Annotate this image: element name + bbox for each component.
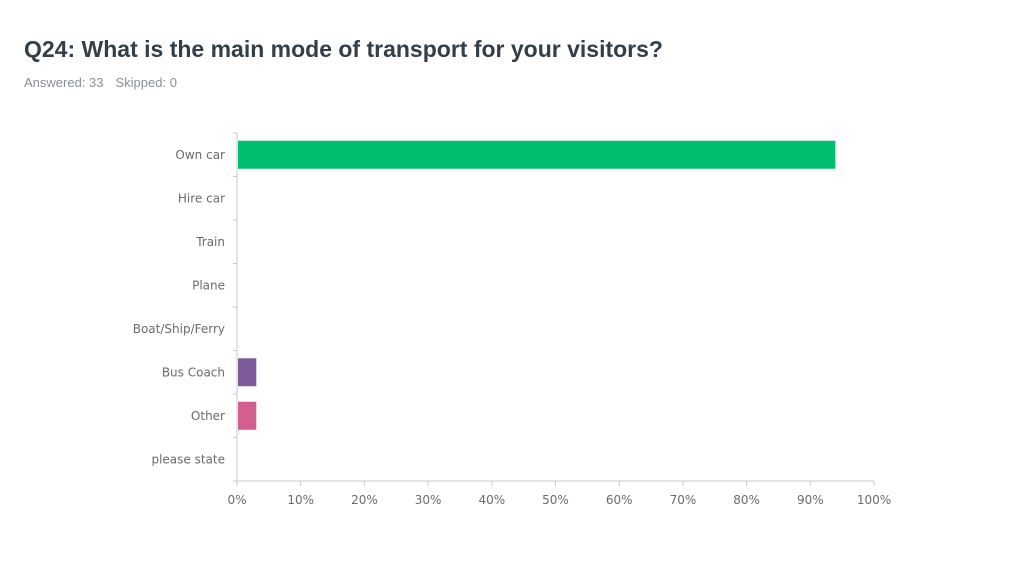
x-tick-label: 20%: [351, 493, 378, 507]
category-label: Hire car: [178, 191, 225, 205]
category-label: Own car: [175, 148, 225, 162]
skipped-count: Skipped: 0: [115, 75, 177, 90]
x-tick-label: 100%: [857, 493, 891, 507]
category-label: Plane: [192, 278, 225, 292]
x-tick-label: 80%: [733, 493, 760, 507]
category-label: Boat/Ship/Ferry: [133, 322, 225, 336]
category-label: please state: [151, 452, 225, 466]
page-title: Q24: What is the main mode of transport …: [24, 36, 663, 62]
x-tick-label: 10%: [287, 493, 314, 507]
response-stats: Answered: 33 Skipped: 0: [24, 75, 177, 90]
answered-count: Answered: 33: [24, 75, 104, 90]
x-tick-label: 40%: [478, 493, 505, 507]
x-tick-label: 90%: [797, 493, 824, 507]
category-label: Train: [195, 235, 225, 249]
bar-bus-coach: [238, 358, 257, 387]
x-tick-label: 70%: [670, 493, 697, 507]
bar-own-car: [238, 140, 836, 169]
category-label: Other: [191, 409, 225, 423]
category-label: Bus Coach: [162, 365, 225, 379]
bar-other: [238, 401, 257, 430]
x-tick-label: 60%: [606, 493, 633, 507]
x-tick-label: 30%: [415, 493, 442, 507]
x-tick-label: 50%: [542, 493, 569, 507]
x-tick-label: 0%: [227, 493, 246, 507]
